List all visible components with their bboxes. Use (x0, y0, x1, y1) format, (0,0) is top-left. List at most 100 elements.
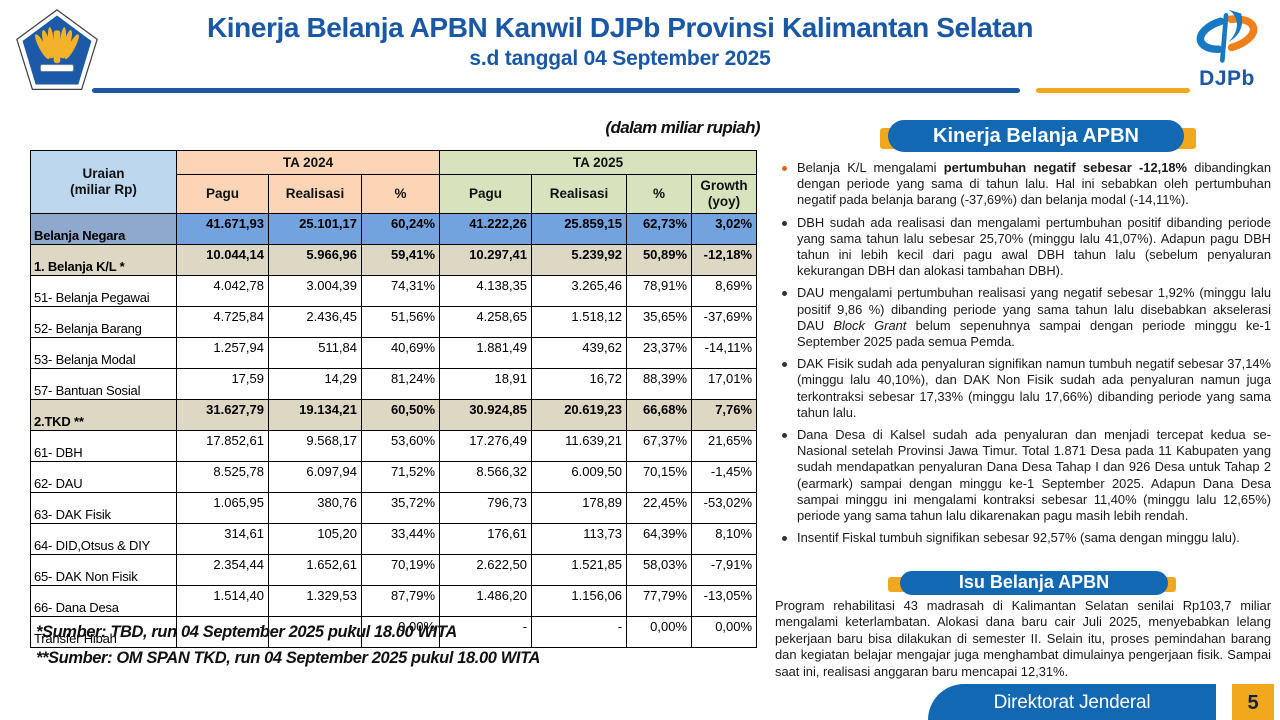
cell-value: 70,19% (360, 554, 441, 586)
cell-value: 105,20 (268, 523, 362, 555)
column-header: Pagu (439, 174, 533, 214)
table-row: 53- Belanja Modal 1.257,94 511,84 40,69% 1.8… (30, 337, 758, 369)
cell-value: 25.101,17 (268, 213, 362, 245)
cell-value: 59,41% (360, 244, 441, 276)
kemenkeu-logo-icon (16, 8, 98, 92)
header-title-block: Kinerja Belanja APBN Kanwil DJPb Provins… (110, 12, 1130, 71)
cell-value: 74,31% (360, 275, 441, 307)
table-row: 61- DBH 17.852,61 9.568,17 53,60% 17.276,49 1… (30, 430, 758, 462)
column-header: % (626, 174, 693, 214)
row-label: 53- Belanja Modal (30, 337, 177, 369)
issue-paragraph: Program rehabilitasi 43 madrasah di Kali… (775, 598, 1271, 679)
cell-value: 60,50% (360, 399, 441, 431)
cell-value: 1.329,53 (268, 585, 362, 617)
cell-value: 77,79% (626, 585, 693, 617)
cell-value: 25.859,15 (531, 213, 628, 245)
cell-value: 1.486,20 (439, 585, 533, 617)
cell-value: 67,37% (626, 430, 693, 462)
bullet-marker-icon (782, 536, 787, 542)
cell-value: 78,91% (626, 275, 693, 307)
cell-value: 113,73 (531, 523, 628, 555)
cell-value: -53,02% (691, 492, 758, 524)
table-row: 66- Dana Desa 1.514,40 1.329,53 87,79% 1.486… (30, 585, 758, 617)
row-label: 65- DAK Non Fisik (30, 554, 177, 586)
cell-value: 66,68% (626, 399, 693, 431)
issue-header-badge: Isu Belanja APBN (900, 571, 1168, 595)
row-label: 63- DAK Fisik (30, 492, 177, 524)
bullet-text: DAU mengalami pertumbuhan realisasi yang… (797, 285, 1271, 350)
cell-value: 3.265,46 (531, 275, 628, 307)
cell-value: 60,24% (360, 213, 441, 245)
cell-value: 178,89 (531, 492, 628, 524)
bullet-item: DAU mengalami pertumbuhan realisasi yang… (775, 285, 1271, 350)
cell-value: 2.622,50 (439, 554, 533, 586)
cell-value: 3.004,39 (268, 275, 362, 307)
column-header: Realisasi (531, 174, 628, 214)
bullet-marker-icon (782, 291, 787, 297)
budget-table: Uraian (miliar Rp) TA 2024 TA 2025 Pagu R… (30, 150, 758, 648)
table-row: 57- Bantuan Sosial 17,59 14,29 81,24% 18,91 1… (30, 368, 758, 400)
cell-value: 0,00% (360, 616, 441, 648)
bullet-item: Dana Desa di Kalsel sudah ada penyaluran… (775, 427, 1271, 524)
cell-value: -12,18% (691, 244, 758, 276)
row-label: 64- DID,Otsus & DIY (30, 523, 177, 555)
cell-value: 314,61 (176, 523, 269, 555)
table-row: 64- DID,Otsus & DIY 314,61 105,20 33,44% 176… (30, 523, 758, 555)
cell-value: 7,76% (691, 399, 758, 431)
cell-value: - (268, 616, 362, 648)
row-label: 51- Belanja Pegawai (30, 275, 177, 307)
bullet-text: DAK Fisik sudah ada penyaluran signifika… (797, 356, 1271, 420)
djpb-logo-label: DJPb (1199, 67, 1255, 90)
page-subtitle: s.d tanggal 04 September 2025 (469, 47, 771, 71)
cell-value: 87,79% (360, 585, 441, 617)
bullet-item: Belanja K/L mengalami pertumbuhan negati… (775, 160, 1271, 209)
cell-value: 10.044,14 (176, 244, 269, 276)
cell-value: 176,61 (439, 523, 533, 555)
cell-value: 23,37% (626, 337, 693, 369)
cell-value: 11.639,21 (531, 430, 628, 462)
cell-value: 4.258,65 (439, 306, 533, 338)
analysis-bullets: Belanja K/L mengalami pertumbuhan negati… (775, 160, 1271, 552)
row-label: 1. Belanja K/L * (30, 244, 177, 276)
cell-value: 4.725,84 (176, 306, 269, 338)
cell-value: 1.881,49 (439, 337, 533, 369)
cell-value: 17.852,61 (176, 430, 269, 462)
table-row: 52- Belanja Barang 4.725,84 2.436,45 51,56%… (30, 306, 758, 338)
cell-value: 1.521,85 (531, 554, 628, 586)
column-header: % (360, 174, 441, 214)
cell-value: -37,69% (691, 306, 758, 338)
cell-value: 30.924,85 (439, 399, 533, 431)
cell-value: 17.276,49 (439, 430, 533, 462)
cell-value: 5.966,96 (268, 244, 362, 276)
column-group-ta2025: TA 2025 (439, 150, 758, 175)
cell-value: 17,59 (176, 368, 269, 400)
bullet-marker-icon (782, 433, 787, 439)
row-label: 66- Dana Desa (30, 585, 177, 617)
cell-value: 50,89% (626, 244, 693, 276)
cell-value: 14,29 (268, 368, 362, 400)
cell-value: 380,76 (268, 492, 362, 524)
cell-value: 4.042,78 (176, 275, 269, 307)
row-label: Belanja Negara (30, 213, 177, 245)
cell-value: 6.009,50 (531, 461, 628, 493)
bullet-text: Dana Desa di Kalsel sudah ada penyaluran… (797, 427, 1271, 524)
cell-value: 51,56% (360, 306, 441, 338)
cell-value: -7,91% (691, 554, 758, 586)
table-unit-note: (dalam miliar rupiah) (605, 118, 760, 137)
cell-value: 8.566,32 (439, 461, 533, 493)
cell-value: 35,65% (626, 306, 693, 338)
cell-value: 21,65% (691, 430, 758, 462)
footer-organization: Direktorat Jenderal Perbendaharaan (928, 684, 1216, 720)
budget-table-body: Belanja Negara 41.671,93 25.101,17 60,24% 41… (30, 213, 758, 648)
cell-value: -13,05% (691, 585, 758, 617)
bullet-item: DAK Fisik sudah ada penyaluran signifika… (775, 356, 1271, 421)
row-label: 2.TKD ** (30, 399, 177, 431)
cell-value: 40,69% (360, 337, 441, 369)
cell-value: 88,39% (626, 368, 693, 400)
cell-value: 0,00% (691, 616, 758, 648)
title-underline-blue (92, 88, 1020, 93)
cell-value: 1.065,95 (176, 492, 269, 524)
cell-value: 41.671,93 (176, 213, 269, 245)
column-header-uraian: Uraian (miliar Rp) (30, 150, 177, 214)
